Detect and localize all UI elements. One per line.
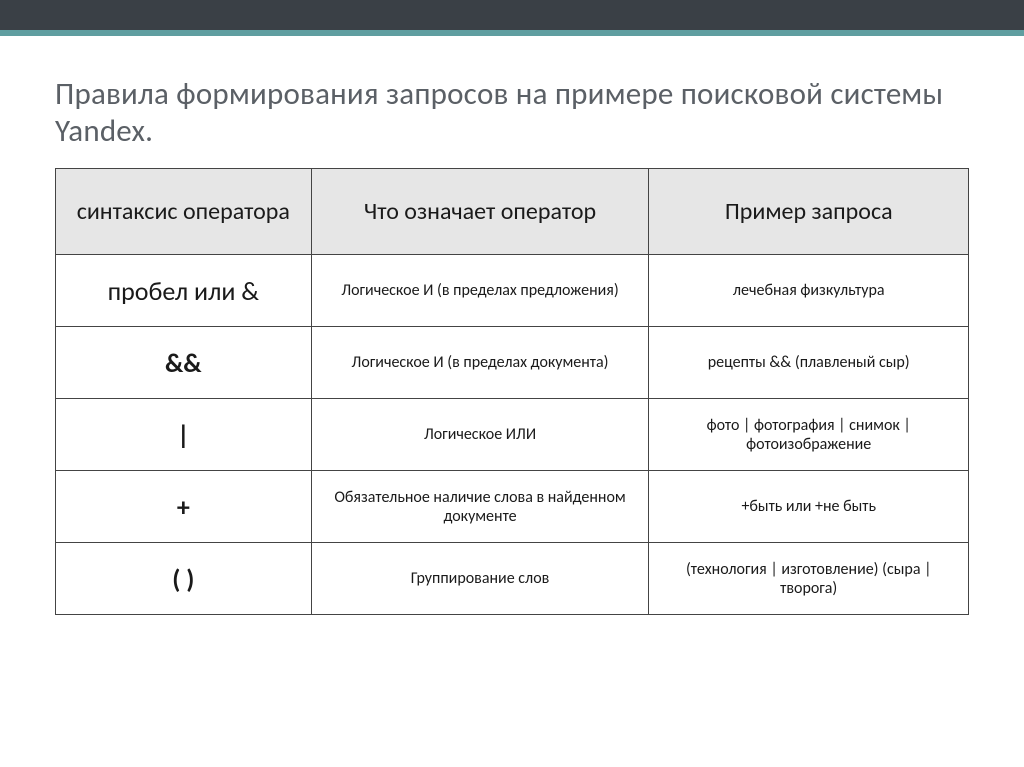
table-row: |Логическое ИЛИфото | фотография | снимо… <box>56 399 969 471</box>
cell-meaning: Логическое ИЛИ <box>311 399 649 471</box>
cell-meaning: Логическое И (в пределах документа) <box>311 327 649 399</box>
slide: Правила формирования запросов на примере… <box>0 0 1024 767</box>
cell-example: (технология | изготовление) (сыра | твор… <box>649 543 969 615</box>
table-header-row: синтаксис оператора Что означает операто… <box>56 169 969 255</box>
top-dark-bar <box>0 0 1024 30</box>
table-row: &&Логическое И (в пределах документа)рец… <box>56 327 969 399</box>
cell-syntax: + <box>56 471 312 543</box>
cell-meaning: Обязательное наличие слова в найденном д… <box>311 471 649 543</box>
cell-meaning: Группирование слов <box>311 543 649 615</box>
operators-table: синтаксис оператора Что означает операто… <box>55 168 969 615</box>
cell-example: рецепты && (плавленый сыр) <box>649 327 969 399</box>
slide-content: Правила формирования запросов на примере… <box>0 36 1024 615</box>
table-row: пробел или &Логическое И (в пределах пре… <box>56 255 969 327</box>
slide-title: Правила формирования запросов на примере… <box>55 76 969 150</box>
col-header-syntax: синтаксис оператора <box>56 169 312 255</box>
table-row: ( )Группирование слов(технология | изгот… <box>56 543 969 615</box>
table-row: +Обязательное наличие слова в найденном … <box>56 471 969 543</box>
cell-syntax: && <box>56 327 312 399</box>
cell-meaning: Логическое И (в пределах предложения) <box>311 255 649 327</box>
cell-syntax: пробел или & <box>56 255 312 327</box>
cell-example: фото | фотография | снимок | фотоизображ… <box>649 399 969 471</box>
col-header-meaning: Что означает оператор <box>311 169 649 255</box>
cell-syntax: ( ) <box>56 543 312 615</box>
cell-syntax: | <box>56 399 312 471</box>
col-header-example: Пример запроса <box>649 169 969 255</box>
cell-example: +быть или +не быть <box>649 471 969 543</box>
cell-example: лечебная физкультура <box>649 255 969 327</box>
